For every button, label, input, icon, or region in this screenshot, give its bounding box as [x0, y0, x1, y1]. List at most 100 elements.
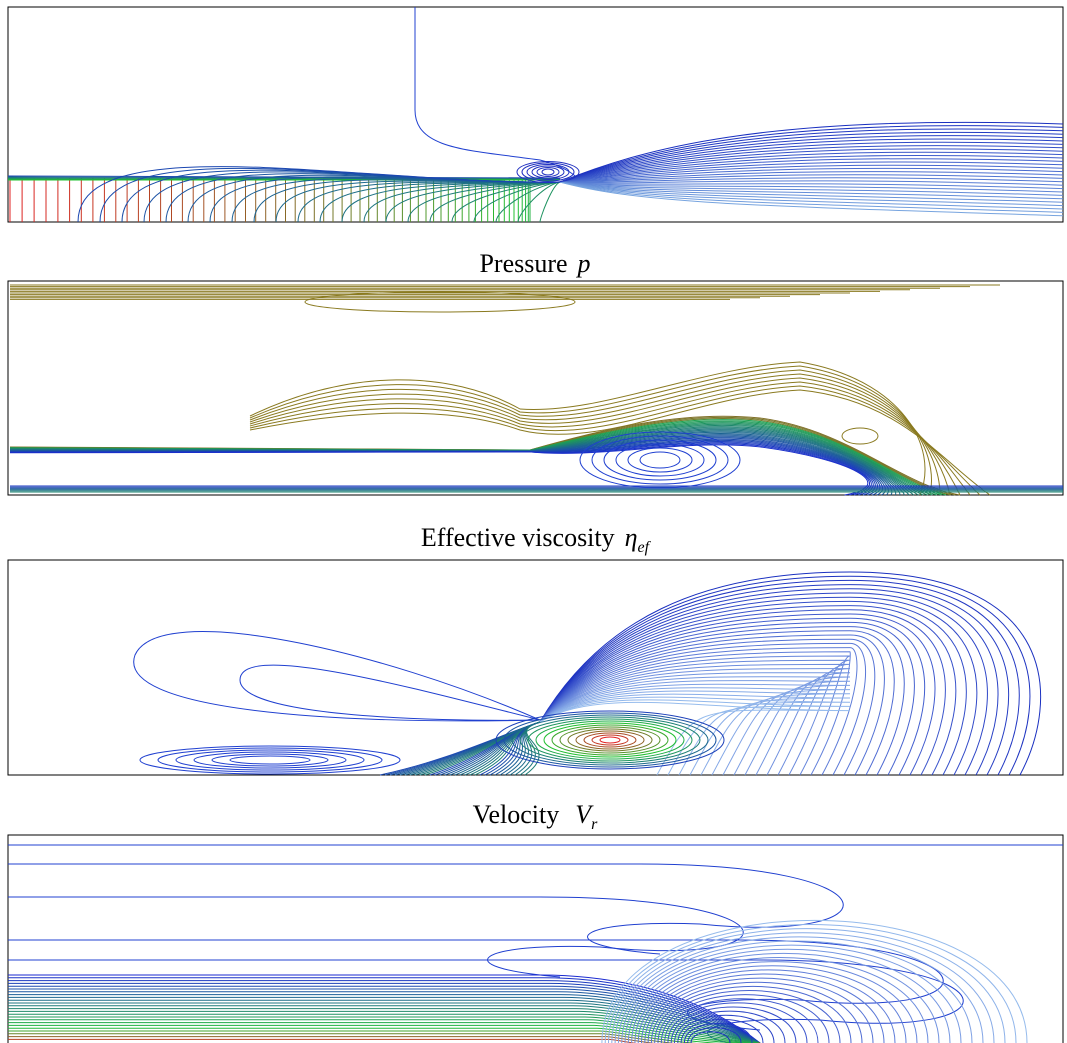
- contour-line: [539, 701, 851, 776]
- contour-line: [639, 451, 681, 469]
- contour-line: [559, 125, 1064, 183]
- contour-line: [559, 181, 1064, 196]
- contour-line: [559, 138, 1064, 183]
- contour-line: [559, 181, 1064, 207]
- contour-line: [8, 991, 761, 1043]
- contour-line: [559, 135, 1064, 183]
- panel-frame: [7, 559, 1064, 776]
- contour-line: [9, 438, 879, 496]
- contour-line: [627, 447, 693, 473]
- contour-line: [495, 710, 725, 770]
- caption-symbol: V: [575, 800, 594, 829]
- contour-line: [503, 712, 717, 768]
- contour-line: [539, 634, 885, 776]
- caption-label: Velocity: [473, 800, 560, 829]
- contour-line: [9, 439, 876, 496]
- contour-line: [539, 699, 851, 776]
- contour-line: [8, 994, 761, 1043]
- contour-line: [539, 181, 561, 223]
- contour-line: [249, 369, 941, 496]
- contour-line: [9, 418, 951, 496]
- contour-line: [647, 977, 874, 1043]
- contour-line: [511, 714, 709, 766]
- contour-line: [664, 998, 819, 1043]
- contour-line: [8, 1005, 761, 1043]
- contour-line: [229, 755, 311, 765]
- contour-line: [559, 141, 1064, 183]
- contour-line: [539, 680, 851, 776]
- contour-line: [677, 1014, 775, 1043]
- contour-line: [650, 981, 863, 1043]
- caption-symbol: η: [625, 523, 638, 552]
- contour-line: [683, 1023, 753, 1043]
- contour-line: [9, 422, 933, 496]
- contour-line: [591, 435, 729, 485]
- contour-line: [9, 431, 896, 496]
- contour-line: [660, 994, 830, 1043]
- contour-line: [559, 148, 1064, 183]
- contour-line: [8, 999, 761, 1043]
- contour-line: [539, 613, 936, 776]
- contour-line: [157, 747, 383, 773]
- caption-subscript: r: [591, 816, 598, 833]
- contour-line: [249, 381, 971, 496]
- contour-line: [543, 722, 677, 758]
- contour-line: [8, 985, 761, 1043]
- contour-line: [539, 584, 1010, 776]
- contour-line: [559, 158, 1064, 183]
- contour-line: [239, 664, 541, 721]
- contour-line: [9, 430, 901, 496]
- contour-line: [249, 373, 951, 496]
- contour-line: [667, 1002, 808, 1043]
- contour-line: [559, 145, 1064, 183]
- contour-line: [9, 444, 869, 496]
- panel-frame: [7, 280, 1064, 496]
- contour-line: [579, 431, 741, 489]
- contour-line: [539, 609, 946, 776]
- contour-line: [539, 676, 851, 776]
- contour-line: [249, 377, 961, 496]
- contour-line: [559, 181, 1064, 200]
- contours: [7, 7, 1064, 1043]
- contour-line: [297, 181, 561, 223]
- contour-line: [249, 361, 926, 496]
- caption: Pressure p: [479, 249, 590, 278]
- contour-line: [539, 668, 851, 776]
- contour-line: [539, 672, 851, 776]
- contour-line: [175, 749, 365, 771]
- contour-line: [9, 423, 928, 496]
- contour-line: [526, 164, 570, 180]
- contour-line: [559, 128, 1064, 183]
- contour-line: [644, 973, 885, 1043]
- contour-line: [674, 1010, 786, 1043]
- contour-line: [8, 980, 761, 1043]
- contour-line: [634, 961, 918, 1043]
- contour-line: [583, 732, 637, 748]
- contour-line: [7, 175, 561, 179]
- contour-line: [535, 720, 685, 760]
- caption-symbol: p: [576, 249, 591, 278]
- contour-line: [611, 932, 995, 1043]
- contour-line: [539, 647, 858, 776]
- contour-line: [7, 176, 561, 179]
- contour-line: [559, 181, 1064, 190]
- contour-line: [9, 420, 942, 496]
- contour-line: [621, 944, 962, 1043]
- contour-line: [249, 389, 991, 496]
- contour-line: [654, 986, 852, 1043]
- contour-line: [9, 419, 947, 496]
- contour-line: [539, 605, 957, 776]
- contour-line: [539, 638, 876, 776]
- contour-line: [9, 427, 915, 496]
- contour-line: [559, 151, 1064, 183]
- contour-line: [521, 162, 575, 182]
- contour-line: [385, 181, 561, 223]
- contour-line: [9, 432, 893, 496]
- contour-line: [559, 131, 1064, 183]
- contour-line: [539, 579, 1020, 776]
- panel-frame: [7, 834, 1064, 1043]
- contour-line: [641, 969, 896, 1043]
- contour-line: [304, 291, 576, 313]
- contour-line: [9, 434, 889, 496]
